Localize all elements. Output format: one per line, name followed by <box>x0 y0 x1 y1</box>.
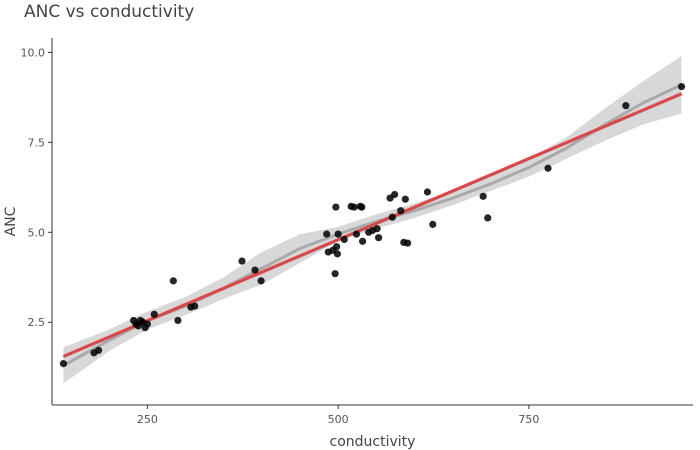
y-tick-label: 10.0 <box>21 46 46 59</box>
data-point <box>238 257 246 265</box>
chart-title: ANC vs conductivity <box>24 2 195 22</box>
data-point <box>143 320 151 328</box>
data-point <box>375 234 383 242</box>
data-point <box>423 188 432 196</box>
data-point <box>352 230 361 238</box>
data-point <box>429 220 437 228</box>
data-point <box>622 102 630 110</box>
data-point <box>340 235 348 244</box>
data-point <box>484 214 492 222</box>
data-point <box>333 250 341 258</box>
x-tick-label: 250 <box>137 413 158 426</box>
x-tick-label: 750 <box>518 413 539 426</box>
data-point <box>94 346 103 354</box>
data-point <box>397 207 405 215</box>
x-tick-label: 500 <box>328 413 349 426</box>
data-point <box>331 270 339 278</box>
data-point <box>191 302 199 310</box>
data-point <box>388 213 396 221</box>
data-point <box>677 82 686 91</box>
x-axis-title: conductivity <box>330 434 416 450</box>
data-point <box>323 230 331 238</box>
data-point <box>404 239 412 247</box>
data-point <box>59 360 68 368</box>
y-axis-title: ANC <box>3 206 19 236</box>
confidence-band <box>63 55 682 384</box>
data-point <box>150 310 158 318</box>
data-point <box>358 237 367 245</box>
y-tick-label: 2.5 <box>28 316 46 329</box>
data-point <box>257 277 265 285</box>
data-point <box>373 225 381 233</box>
data-points-layer <box>59 82 686 368</box>
data-point <box>251 266 259 274</box>
linear-fit-line <box>62 92 683 358</box>
axes-layer: 250 500 750 2.5 5.0 7.5 10.0 <box>21 38 693 426</box>
linear-fit-layer <box>62 92 683 358</box>
data-point <box>334 230 342 238</box>
data-point <box>174 316 182 325</box>
confidence-band-layer <box>63 55 682 384</box>
data-point <box>544 164 552 172</box>
data-point <box>358 203 366 211</box>
data-point <box>333 243 341 251</box>
data-point <box>169 277 177 285</box>
data-point <box>350 203 358 211</box>
data-point <box>401 195 409 203</box>
data-point <box>332 203 340 211</box>
y-tick-label: 7.5 <box>28 136 46 149</box>
y-tick-label: 5.0 <box>28 226 46 239</box>
data-point <box>479 192 487 200</box>
data-point <box>391 190 399 199</box>
